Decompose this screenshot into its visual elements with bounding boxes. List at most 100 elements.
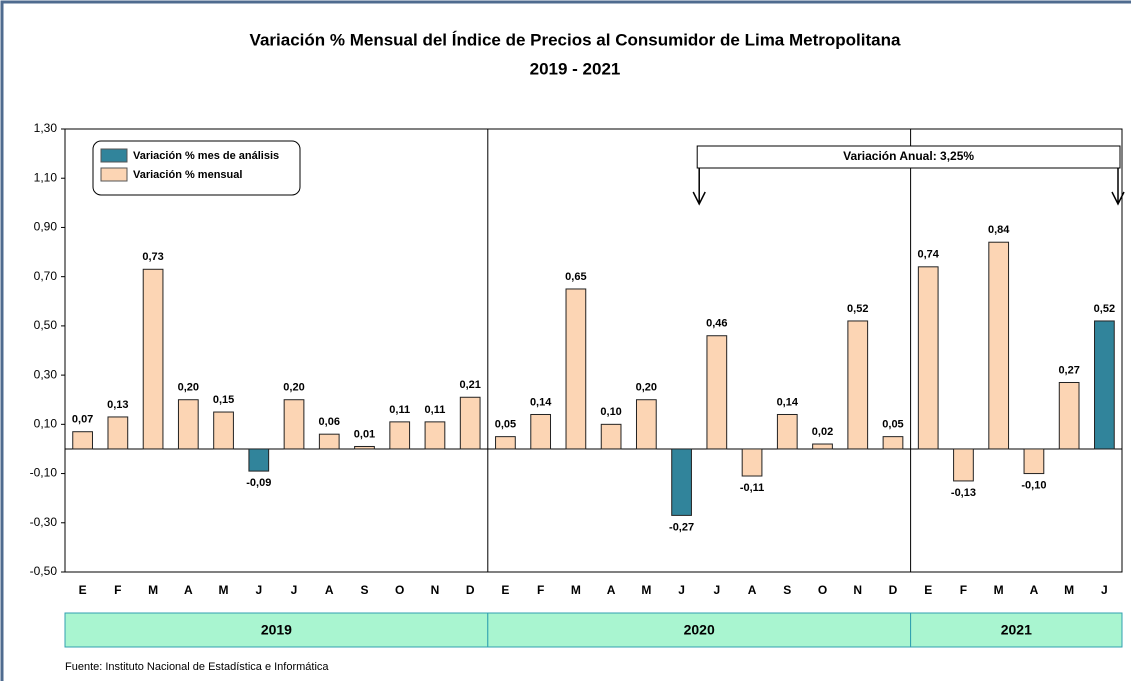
year-band <box>487 612 912 648</box>
legend-swatch <box>100 167 128 182</box>
bar <box>213 411 234 450</box>
bar <box>424 421 446 450</box>
bar <box>776 413 798 450</box>
y-tick-label: 1,30 <box>34 121 58 135</box>
value-label: -0,27 <box>669 521 694 533</box>
value-label: 0,74 <box>918 249 940 261</box>
year-label: 2019 <box>261 622 292 638</box>
x-tick-label: F <box>114 583 121 597</box>
bar <box>177 399 199 450</box>
annotation-label: Variación Anual: 3,25% <box>843 149 974 163</box>
value-label: 0,02 <box>812 426 833 438</box>
value-label: 0,11 <box>389 404 410 416</box>
annotation-arrow <box>1111 168 1125 206</box>
year-band <box>64 612 489 648</box>
plot-area <box>64 128 1123 573</box>
value-label: 0,65 <box>565 271 586 283</box>
bar <box>741 448 763 477</box>
x-tick-label: E <box>79 583 87 597</box>
x-tick-label: N <box>431 583 440 597</box>
bar <box>565 288 587 450</box>
x-tick-label: A <box>325 583 334 597</box>
bar <box>459 396 481 450</box>
value-label: 0,06 <box>319 416 340 428</box>
x-tick-label: J <box>255 583 262 597</box>
bar <box>318 433 340 450</box>
x-tick-label: D <box>466 583 475 597</box>
value-label: 0,01 <box>354 428 375 440</box>
bar <box>600 423 622 450</box>
annotation-box <box>696 145 1121 169</box>
x-tick-label: M <box>994 583 1004 597</box>
value-label: -0,09 <box>246 477 271 489</box>
bar <box>107 416 129 450</box>
year-band <box>910 612 1123 648</box>
legend-label: Variación % mensual <box>133 169 242 181</box>
value-label: 0,20 <box>178 382 199 394</box>
y-tick-label: 0,70 <box>34 269 58 283</box>
bar <box>882 436 904 450</box>
y-tick-label: 0,10 <box>34 417 58 431</box>
value-label: -0,10 <box>1021 479 1046 491</box>
value-label: 0,05 <box>882 419 903 431</box>
legend-label: Variación % mes de análisis <box>133 150 279 162</box>
bar <box>530 413 552 450</box>
bar <box>495 436 516 450</box>
x-tick-label: J <box>713 583 720 597</box>
x-tick-label: M <box>148 583 158 597</box>
bar <box>917 266 939 450</box>
value-label: -0,11 <box>740 482 764 494</box>
legend-swatch <box>100 148 128 163</box>
value-label: 0,21 <box>459 379 480 391</box>
x-tick-label: N <box>853 583 862 597</box>
bar <box>142 268 164 450</box>
value-label: 0,52 <box>847 303 868 315</box>
y-tick-label: 1,10 <box>34 170 58 184</box>
y-tick-label: 0,90 <box>34 220 58 234</box>
value-label: 0,10 <box>600 406 621 418</box>
value-label: 0,52 <box>1094 303 1115 315</box>
bar <box>812 443 833 450</box>
y-tick-label: -0,50 <box>30 564 58 578</box>
bar <box>354 445 375 450</box>
x-tick-label: O <box>818 583 827 597</box>
source: Fuente: Instituto Nacional de Estadístic… <box>65 661 329 673</box>
value-label: 0,27 <box>1058 364 1079 376</box>
value-label: 0,14 <box>530 396 552 408</box>
x-tick-label: A <box>748 583 757 597</box>
x-tick-label: J <box>678 583 685 597</box>
y-tick-label: 0,50 <box>34 318 58 332</box>
x-tick-label: E <box>924 583 932 597</box>
x-tick-label: D <box>889 583 898 597</box>
x-tick-label: M <box>641 583 651 597</box>
value-label: 0,11 <box>425 404 446 416</box>
value-label: 0,20 <box>636 382 657 394</box>
x-tick-label: S <box>783 583 791 597</box>
value-label: 0,14 <box>777 396 799 408</box>
x-tick-label: J <box>291 583 298 597</box>
x-tick-label: M <box>1064 583 1074 597</box>
value-label: 0,73 <box>142 251 163 263</box>
value-label: -0,13 <box>951 487 976 499</box>
chart-subtitle: 2019 - 2021 <box>530 59 621 78</box>
annotation-arrow <box>692 168 706 206</box>
bar <box>706 335 728 450</box>
bar <box>635 399 657 450</box>
value-label: 0,07 <box>72 414 93 426</box>
value-label: 0,20 <box>283 382 304 394</box>
bar <box>1094 320 1115 450</box>
x-tick-label: M <box>219 583 229 597</box>
bar <box>1023 448 1045 475</box>
bar <box>953 448 974 482</box>
bar <box>988 241 1010 450</box>
value-label: 0,05 <box>495 419 516 431</box>
x-tick-label: A <box>184 583 193 597</box>
x-tick-label: A <box>607 583 616 597</box>
value-label: 0,84 <box>988 224 1010 236</box>
year-label: 2021 <box>1001 622 1032 638</box>
x-tick-label: M <box>571 583 581 597</box>
bar <box>847 320 869 450</box>
year-label: 2020 <box>684 622 715 638</box>
bar <box>389 421 411 450</box>
